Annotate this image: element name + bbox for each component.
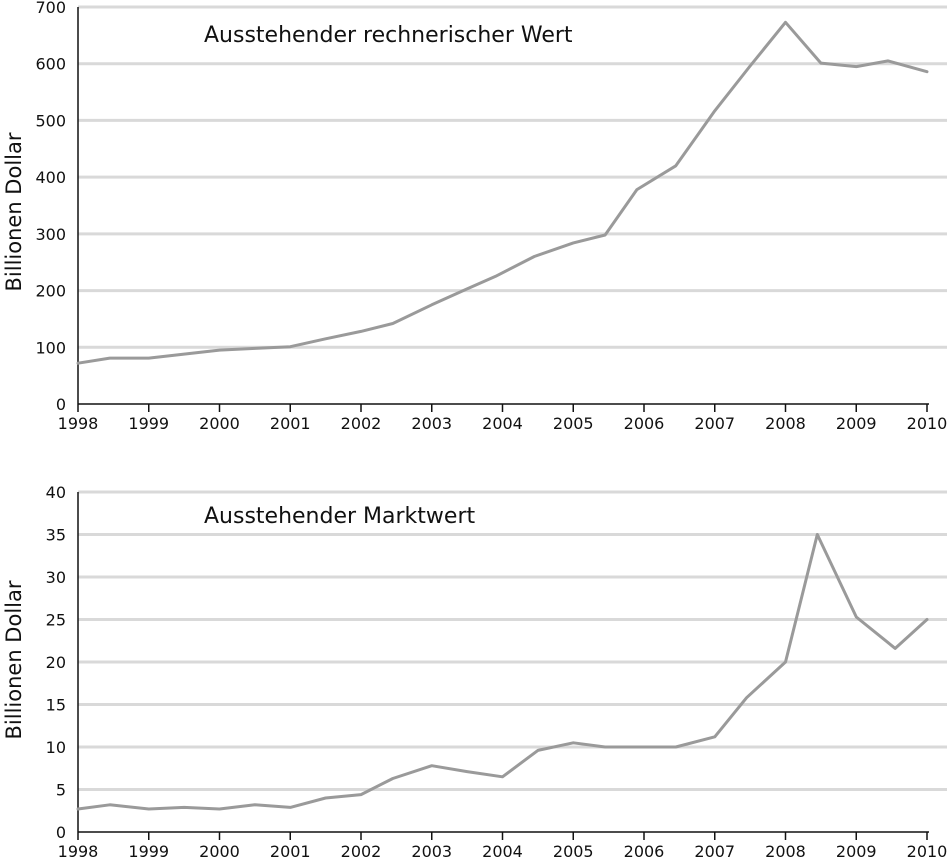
x-tick-label: 1998 <box>58 414 99 433</box>
x-tick-label: 2005 <box>553 842 594 861</box>
x-tick-label: 2004 <box>482 842 523 861</box>
x-tick-label: 2000 <box>199 842 240 861</box>
y-tick-label: 40 <box>46 483 66 502</box>
x-tick-label: 2005 <box>553 414 594 433</box>
x-tick-label: 2009 <box>836 842 877 861</box>
y-tick-label: 5 <box>56 781 66 800</box>
x-tick-label: 2006 <box>624 414 665 433</box>
x-tick-label: 2002 <box>341 414 382 433</box>
x-tick-label: 2010 <box>907 414 948 433</box>
x-tick-label: 2007 <box>694 842 735 861</box>
chart-notional-value: Ausstehender rechnerischer Wert Billione… <box>2 0 947 433</box>
x-tick-label: 2008 <box>765 842 806 861</box>
y-axis-title: Billionen Dollar <box>2 132 26 291</box>
y-tick-label: 400 <box>35 168 66 187</box>
y-tick-label: 10 <box>46 738 66 757</box>
x-tick-label: 1998 <box>58 842 99 861</box>
y-tick-label: 0 <box>56 823 66 842</box>
y-tick-label: 0 <box>56 395 66 414</box>
y-tick-label: 35 <box>46 526 66 545</box>
y-tick-label: 100 <box>35 338 66 357</box>
x-tick-label: 2010 <box>907 842 948 861</box>
chart-title: Ausstehender Marktwert <box>204 504 475 529</box>
x-tick-label: 2008 <box>765 414 806 433</box>
series-line <box>76 20 929 365</box>
y-tick-label: 200 <box>35 282 66 301</box>
x-tick-label: 2001 <box>270 414 311 433</box>
y-tick-label: 600 <box>35 55 66 74</box>
y-tick-label: 30 <box>46 568 66 587</box>
y-tick-label: 300 <box>35 225 66 244</box>
y-tick-label: 500 <box>35 111 66 130</box>
x-tick-label: 2002 <box>341 842 382 861</box>
y-tick-label: 25 <box>46 611 66 630</box>
x-tick-label: 2006 <box>624 842 665 861</box>
y-axis-title: Billionen Dollar <box>2 580 26 739</box>
series-line <box>76 533 929 811</box>
chart-title: Ausstehender rechnerischer Wert <box>204 23 573 48</box>
x-tick-label: 2000 <box>199 414 240 433</box>
x-tick-label: 2001 <box>270 842 311 861</box>
x-tick-label: 2004 <box>482 414 523 433</box>
y-tick-label: 20 <box>46 653 66 672</box>
x-tick-label: 2009 <box>836 414 877 433</box>
y-tick-label: 15 <box>46 696 66 715</box>
x-tick-label: 1999 <box>128 414 169 433</box>
x-tick-label: 1999 <box>128 842 169 861</box>
y-tick-label: 700 <box>35 0 66 17</box>
x-tick-label: 2007 <box>694 414 735 433</box>
x-tick-label: 2003 <box>411 414 452 433</box>
x-tick-label: 2003 <box>411 842 452 861</box>
chart-market-value: Ausstehender Marktwert Billionen Dollar … <box>2 483 947 861</box>
